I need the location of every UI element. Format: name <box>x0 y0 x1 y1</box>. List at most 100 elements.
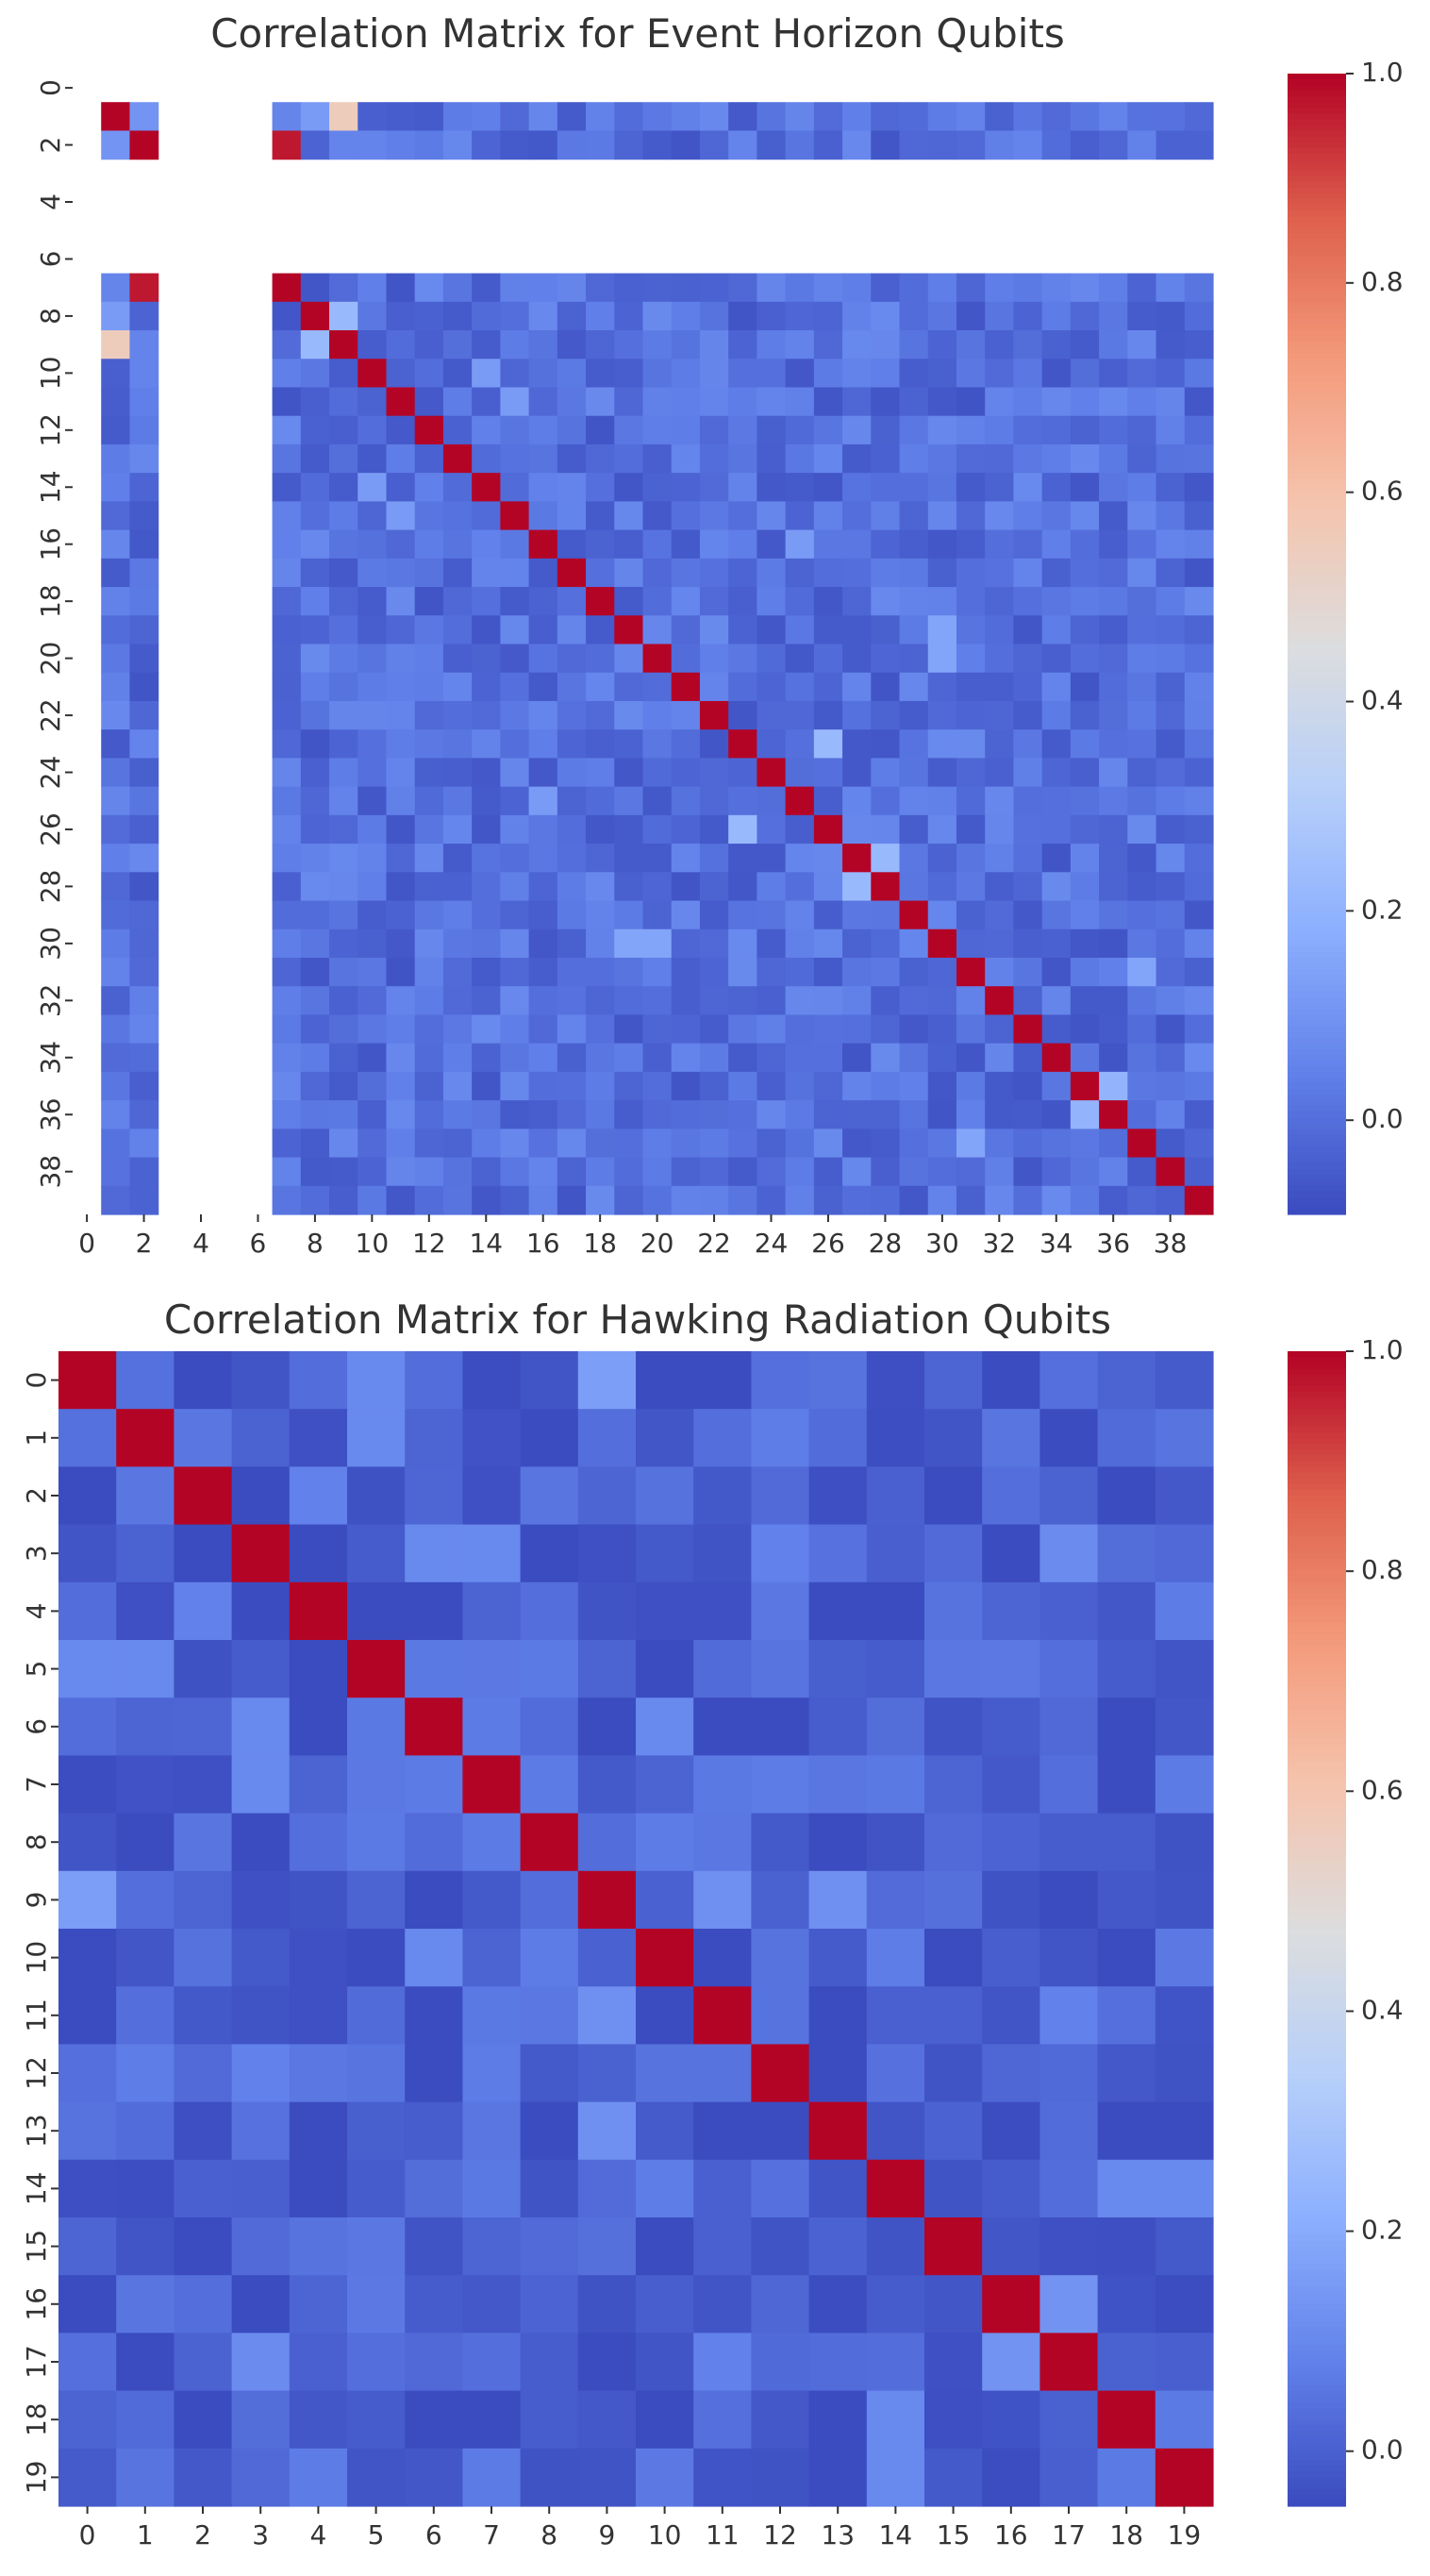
heatmap-cell <box>557 844 587 873</box>
colorbar-segment <box>1288 718 1346 725</box>
colorbar-segment <box>1288 301 1346 309</box>
heatmap-cell <box>557 814 587 845</box>
heatmap-cell <box>500 672 530 702</box>
heatmap-cell <box>174 1870 233 1930</box>
heatmap-cell <box>557 301 587 331</box>
heatmap-cell <box>751 1929 810 1987</box>
heatmap-cell <box>871 615 901 645</box>
heatmap-cell <box>785 786 815 816</box>
heatmap-cell <box>500 102 530 132</box>
heatmap-cell <box>1155 1409 1214 1467</box>
heatmap-cell <box>101 758 131 788</box>
colorbar-segment <box>1288 2079 1346 2085</box>
heatmap-cell <box>500 900 530 930</box>
heatmap-cell <box>500 359 530 389</box>
heatmap-cell <box>1097 2159 1156 2218</box>
heatmap-cell <box>614 387 644 417</box>
heatmap-cell <box>927 587 957 616</box>
heatmap-cell <box>757 729 787 760</box>
heatmap-cell <box>129 273 159 303</box>
heatmap-cell <box>1070 928 1100 959</box>
heatmap-cell <box>813 529 843 560</box>
heatmap-cell <box>414 986 444 1016</box>
heatmap-cell <box>924 2044 983 2103</box>
colorbar-segment <box>1288 963 1346 970</box>
colorbar-segment <box>1288 1559 1346 1566</box>
heatmap-cell <box>289 2333 348 2392</box>
heatmap-cell <box>1184 900 1214 930</box>
heatmap-cell <box>528 473 558 502</box>
heatmap-cell <box>871 814 901 845</box>
colorbar-segment <box>1288 2442 1346 2450</box>
heatmap-cell <box>386 758 416 788</box>
y-tick-label: 4 <box>35 193 66 210</box>
x-tick-label: 2 <box>194 2519 211 2551</box>
heatmap-cell <box>1013 986 1043 1016</box>
heatmap-cell <box>101 729 131 760</box>
heatmap-cell <box>751 1409 810 1467</box>
heatmap-cell <box>899 1157 929 1187</box>
colorbar-tick-label: 0.0 <box>1361 1103 1404 1134</box>
heatmap-cell <box>174 1466 233 1526</box>
heatmap-cell <box>1184 1100 1214 1129</box>
heatmap-cell <box>671 758 701 788</box>
colorbar-segment <box>1288 370 1346 376</box>
y-tick-label: 17 <box>21 2345 52 2379</box>
heatmap-cell <box>614 644 644 674</box>
heatmap-cell <box>871 1014 901 1045</box>
heatmap-cell <box>693 2159 752 2218</box>
heatmap-cell <box>1013 273 1043 303</box>
y-tick-label: 1 <box>21 1430 52 1447</box>
colorbar-segment <box>1288 1397 1346 1404</box>
heatmap-cell <box>442 786 473 816</box>
heatmap-cell <box>693 1351 752 1410</box>
heatmap-cell <box>1099 814 1128 845</box>
heatmap-cell <box>472 814 501 845</box>
heatmap-cell <box>642 1157 673 1187</box>
colorbar-segment <box>1288 1483 1346 1491</box>
heatmap-cell <box>557 729 587 760</box>
heatmap-cell <box>386 387 416 417</box>
colorbar-segment <box>1288 1129 1346 1135</box>
heatmap-cell <box>899 729 929 760</box>
heatmap-cell <box>982 1581 1040 1641</box>
colorbar-segment <box>1288 467 1346 474</box>
heatmap-cell <box>614 672 644 702</box>
colorbar-segment <box>1288 1807 1346 1815</box>
heatmap-cell <box>289 1640 348 1698</box>
heatmap-cell <box>300 900 330 930</box>
heatmap-cell <box>1070 900 1100 930</box>
heatmap-cell <box>1041 814 1072 845</box>
x-tick-label: 4 <box>309 2519 326 2551</box>
heatmap-cell <box>813 102 843 132</box>
heatmap-cell <box>699 415 729 445</box>
heatmap-cell <box>557 273 587 303</box>
heatmap-cell <box>985 758 1015 788</box>
heatmap-cell <box>757 900 787 930</box>
heatmap-cell <box>174 2101 233 2161</box>
heatmap-cell <box>101 130 131 160</box>
heatmap-cell <box>272 443 302 474</box>
colorbar-segment <box>1288 1882 1346 1889</box>
heatmap-cell <box>231 2217 291 2276</box>
colorbar-segment <box>1288 900 1346 908</box>
heatmap-cell <box>272 729 302 760</box>
heatmap-cell <box>116 2333 175 2392</box>
heatmap-cell <box>58 2390 117 2450</box>
heatmap-cell <box>129 443 159 474</box>
heatmap-cell <box>101 102 131 132</box>
heatmap-cell <box>129 758 159 788</box>
heatmap-cell <box>927 301 957 331</box>
colorbar-segment <box>1288 694 1346 702</box>
colorbar-segment <box>1288 1191 1346 1198</box>
colorbar-segment <box>1288 1698 1346 1704</box>
heatmap-cell <box>129 814 159 845</box>
heatmap-cell <box>751 2390 810 2450</box>
heatmap-cell <box>1097 1813 1156 1872</box>
heatmap-cell <box>813 473 843 502</box>
heatmap-cell <box>586 729 615 760</box>
heatmap-cell <box>671 1100 701 1129</box>
heatmap-cell <box>500 758 530 788</box>
colorbar-segment <box>1288 1043 1346 1050</box>
heatmap-cell <box>405 1640 463 1698</box>
